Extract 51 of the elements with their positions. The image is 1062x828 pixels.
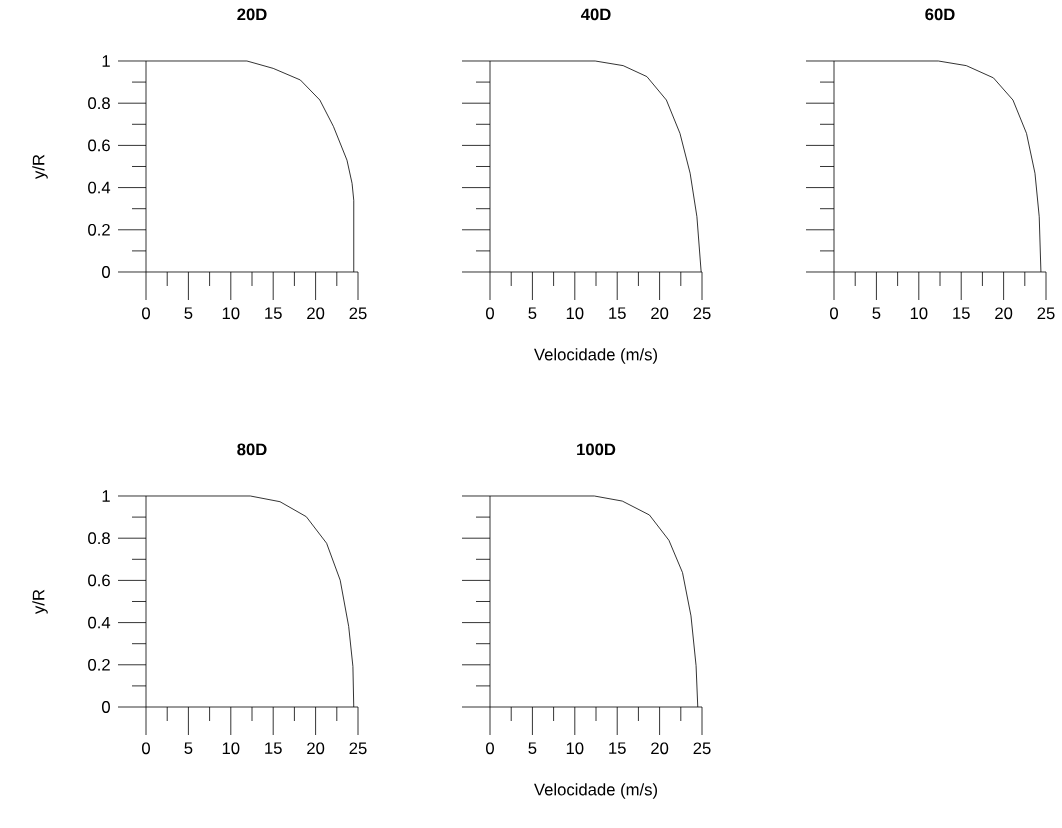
y-tick-label: 0 bbox=[102, 266, 110, 278]
x-axis-title: Velocidade (m/s) bbox=[534, 783, 658, 799]
y-tick-label: 0.4 bbox=[88, 616, 111, 629]
x-tick-label: 10 bbox=[222, 307, 240, 320]
x-tick-label: 15 bbox=[265, 742, 282, 755]
x-tick-label: 15 bbox=[609, 307, 626, 320]
x-tick-label: 15 bbox=[265, 307, 282, 320]
x-axis-title: Velocidade (m/s) bbox=[534, 348, 658, 364]
chart-title: 40D bbox=[580, 8, 611, 21]
x-tick-label: 20 bbox=[307, 307, 325, 320]
x-tick-label: 0 bbox=[486, 307, 494, 320]
x-tick-label: 0 bbox=[142, 307, 150, 320]
y-tick-label: 0.4 bbox=[88, 181, 111, 194]
x-tick-label: 5 bbox=[872, 307, 881, 320]
y-tick-label: 0 bbox=[102, 701, 110, 713]
x-tick-label: 5 bbox=[184, 742, 193, 755]
x-tick-label: 20 bbox=[651, 307, 669, 320]
chart-title: 100D bbox=[577, 443, 616, 456]
y-axis-title: y/R bbox=[32, 154, 48, 179]
y-tick-label: 0.8 bbox=[88, 97, 110, 110]
x-tick-label: 0 bbox=[142, 742, 150, 755]
x-tick-label: 25 bbox=[1037, 307, 1055, 320]
x-tick-label: 20 bbox=[995, 307, 1013, 320]
x-tick-label: 5 bbox=[528, 742, 537, 755]
x-tick-label: 10 bbox=[566, 307, 584, 320]
y-tick-label: 0.8 bbox=[88, 532, 110, 545]
chart-title: 80D bbox=[237, 443, 267, 456]
x-tick-label: 5 bbox=[184, 307, 193, 320]
y-axis-title: y/R bbox=[32, 589, 48, 614]
x-tick-label: 25 bbox=[349, 307, 367, 320]
x-tick-label: 5 bbox=[528, 307, 537, 320]
y-tick-label: 0.6 bbox=[88, 139, 110, 152]
x-tick-label: 10 bbox=[566, 742, 584, 755]
x-tick-label: 15 bbox=[953, 307, 970, 320]
y-tick-label: 1 bbox=[102, 55, 110, 67]
x-tick-label: 0 bbox=[830, 307, 838, 320]
x-tick-label: 15 bbox=[609, 742, 626, 755]
x-tick-label: 25 bbox=[693, 742, 711, 755]
y-tick-label: 1 bbox=[102, 490, 110, 502]
x-tick-label: 20 bbox=[651, 742, 669, 755]
chart-title: 20D bbox=[237, 8, 267, 21]
x-tick-label: 20 bbox=[307, 742, 325, 755]
x-tick-label: 25 bbox=[349, 742, 367, 755]
x-tick-label: 0 bbox=[486, 742, 494, 755]
x-tick-label: 10 bbox=[910, 307, 928, 320]
y-tick-label: 0.2 bbox=[88, 223, 110, 236]
x-tick-label: 10 bbox=[222, 742, 240, 755]
y-tick-label: 0.2 bbox=[88, 658, 110, 671]
y-tick-label: 0.6 bbox=[88, 574, 110, 587]
chart-title: 60D bbox=[925, 8, 955, 21]
x-tick-label: 25 bbox=[693, 307, 711, 320]
